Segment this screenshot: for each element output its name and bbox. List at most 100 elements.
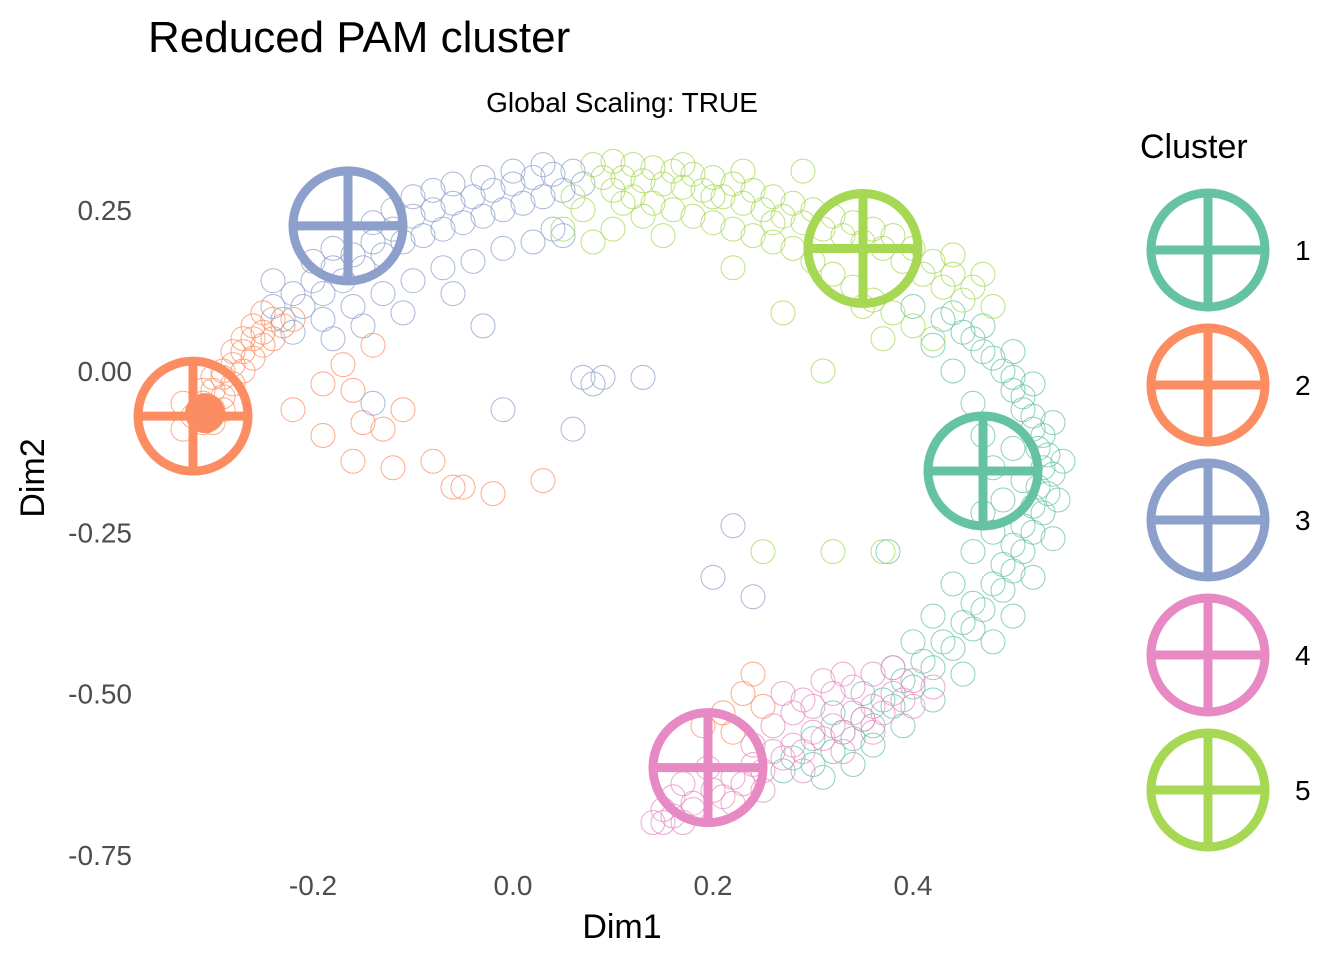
data-point-cluster-3 <box>540 216 566 242</box>
data-point-cluster-1 <box>1040 526 1066 552</box>
data-point-cluster-2 <box>480 481 506 507</box>
data-point-cluster-2 <box>370 416 396 442</box>
data-point-cluster-5 <box>670 152 696 178</box>
data-point-cluster-5 <box>660 197 686 223</box>
data-point-cluster-3 <box>260 294 286 319</box>
data-point-cluster-5 <box>580 229 606 255</box>
data-point-cluster-5 <box>620 152 646 178</box>
data-point-cluster-5 <box>930 274 956 300</box>
data-point-cluster-5 <box>600 148 626 174</box>
data-point-cluster-2 <box>250 300 276 326</box>
data-point-cluster-5 <box>730 158 756 184</box>
data-point-cluster-5 <box>650 223 676 249</box>
data-point-cluster-1 <box>870 687 896 713</box>
data-point-cluster-5 <box>680 203 706 229</box>
chart-title: Reduced PAM cluster <box>148 13 570 62</box>
data-point-cluster-5 <box>560 184 586 210</box>
data-point-cluster-5 <box>670 174 696 200</box>
data-point-cluster-5 <box>660 158 686 184</box>
data-point-cluster-4 <box>890 687 916 713</box>
data-point-cluster-3 <box>290 294 316 319</box>
data-point-cluster-5 <box>760 210 786 236</box>
data-point-cluster-3 <box>410 223 436 249</box>
data-point-cluster-1 <box>800 752 826 777</box>
data-point-cluster-4 <box>830 739 856 764</box>
data-point-cluster-4 <box>920 674 946 700</box>
data-point-cluster-1 <box>920 687 946 713</box>
legend-key-cluster-3 <box>1146 458 1270 582</box>
data-point-cluster-2 <box>240 326 266 352</box>
data-point-cluster-2 <box>250 319 276 345</box>
data-point-cluster-2 <box>740 661 766 687</box>
data-point-cluster-2 <box>530 468 556 494</box>
y-tick-label: -0.50 <box>68 679 132 710</box>
data-point-cluster-5 <box>750 539 776 565</box>
data-point-cluster-5 <box>630 168 656 194</box>
data-point-cluster-5 <box>770 203 796 229</box>
data-point-cluster-1 <box>1020 564 1046 590</box>
legend-key-cluster-5 <box>1146 728 1270 852</box>
y-axis-ticks: 0.25 0.00 -0.25 -0.50 -0.75 <box>68 195 132 871</box>
data-point-cluster-5 <box>760 229 786 255</box>
data-point-cluster-4 <box>810 726 836 752</box>
legend-label-cluster-2: 2 <box>1295 370 1311 401</box>
data-point-cluster-4 <box>860 693 886 719</box>
data-point-cluster-5 <box>550 216 576 242</box>
data-point-cluster-2 <box>230 326 256 352</box>
data-point-cluster-4 <box>900 693 926 719</box>
data-point-cluster-1 <box>800 726 826 752</box>
data-point-cluster-2 <box>240 313 266 339</box>
data-point-cluster-1 <box>875 539 901 565</box>
data-point-cluster-3 <box>320 235 346 261</box>
data-point-cluster-3 <box>530 152 556 178</box>
data-point-cluster-5 <box>750 197 776 223</box>
data-point-cluster-3 <box>700 564 726 590</box>
data-point-cluster-2 <box>310 371 336 397</box>
data-point-cluster-5 <box>710 184 736 210</box>
data-point-cluster-1 <box>980 571 1006 597</box>
data-point-cluster-5 <box>950 287 976 313</box>
legend-label-cluster-5: 5 <box>1295 775 1311 806</box>
data-point-cluster-5 <box>700 184 726 210</box>
data-point-cluster-2 <box>380 455 406 481</box>
data-point-cluster-3 <box>280 281 306 307</box>
medoid-cluster-1 <box>923 411 1043 531</box>
data-point-cluster-1 <box>950 610 976 635</box>
data-point-cluster-1 <box>1045 487 1071 513</box>
data-point-cluster-4 <box>760 713 786 739</box>
data-point-cluster-4 <box>770 681 796 706</box>
data-points <box>170 148 1076 835</box>
data-point-cluster-5 <box>680 161 706 187</box>
data-point-cluster-5 <box>810 358 836 384</box>
x-axis-ticks: -0.2 0.0 0.2 0.4 <box>289 870 933 901</box>
data-point-cluster-1 <box>1040 410 1066 436</box>
data-point-cluster-3 <box>460 248 486 274</box>
legend-title: Cluster <box>1140 128 1248 166</box>
x-tick-label: 0.0 <box>494 870 533 901</box>
data-point-cluster-5 <box>920 326 946 352</box>
data-point-cluster-3 <box>280 319 306 345</box>
data-point-cluster-3 <box>340 294 366 319</box>
data-point-cluster-5 <box>980 294 1006 319</box>
legend-key-cluster-2 <box>1146 323 1270 447</box>
data-point-cluster-2 <box>340 448 366 474</box>
data-point-cluster-1 <box>860 713 886 739</box>
data-point-cluster-1 <box>960 539 986 565</box>
data-point-cluster-5 <box>640 190 666 216</box>
data-point-cluster-5 <box>870 326 896 352</box>
data-point-cluster-3 <box>420 177 446 203</box>
data-point-cluster-5 <box>770 300 796 326</box>
data-point-cluster-4 <box>810 668 836 694</box>
data-point-cluster-4 <box>860 661 886 687</box>
data-point-cluster-5 <box>720 216 746 242</box>
data-point-cluster-3 <box>450 210 476 236</box>
data-point-cluster-2 <box>450 474 476 500</box>
data-point-cluster-4 <box>880 655 906 681</box>
data-point-cluster-3 <box>510 190 536 216</box>
data-point-cluster-4 <box>800 693 826 719</box>
legend-key-cluster-4 <box>1146 593 1270 717</box>
data-point-cluster-3 <box>630 364 656 390</box>
legend: 1 2 3 4 5 <box>1146 188 1311 852</box>
data-point-cluster-2 <box>220 371 246 397</box>
